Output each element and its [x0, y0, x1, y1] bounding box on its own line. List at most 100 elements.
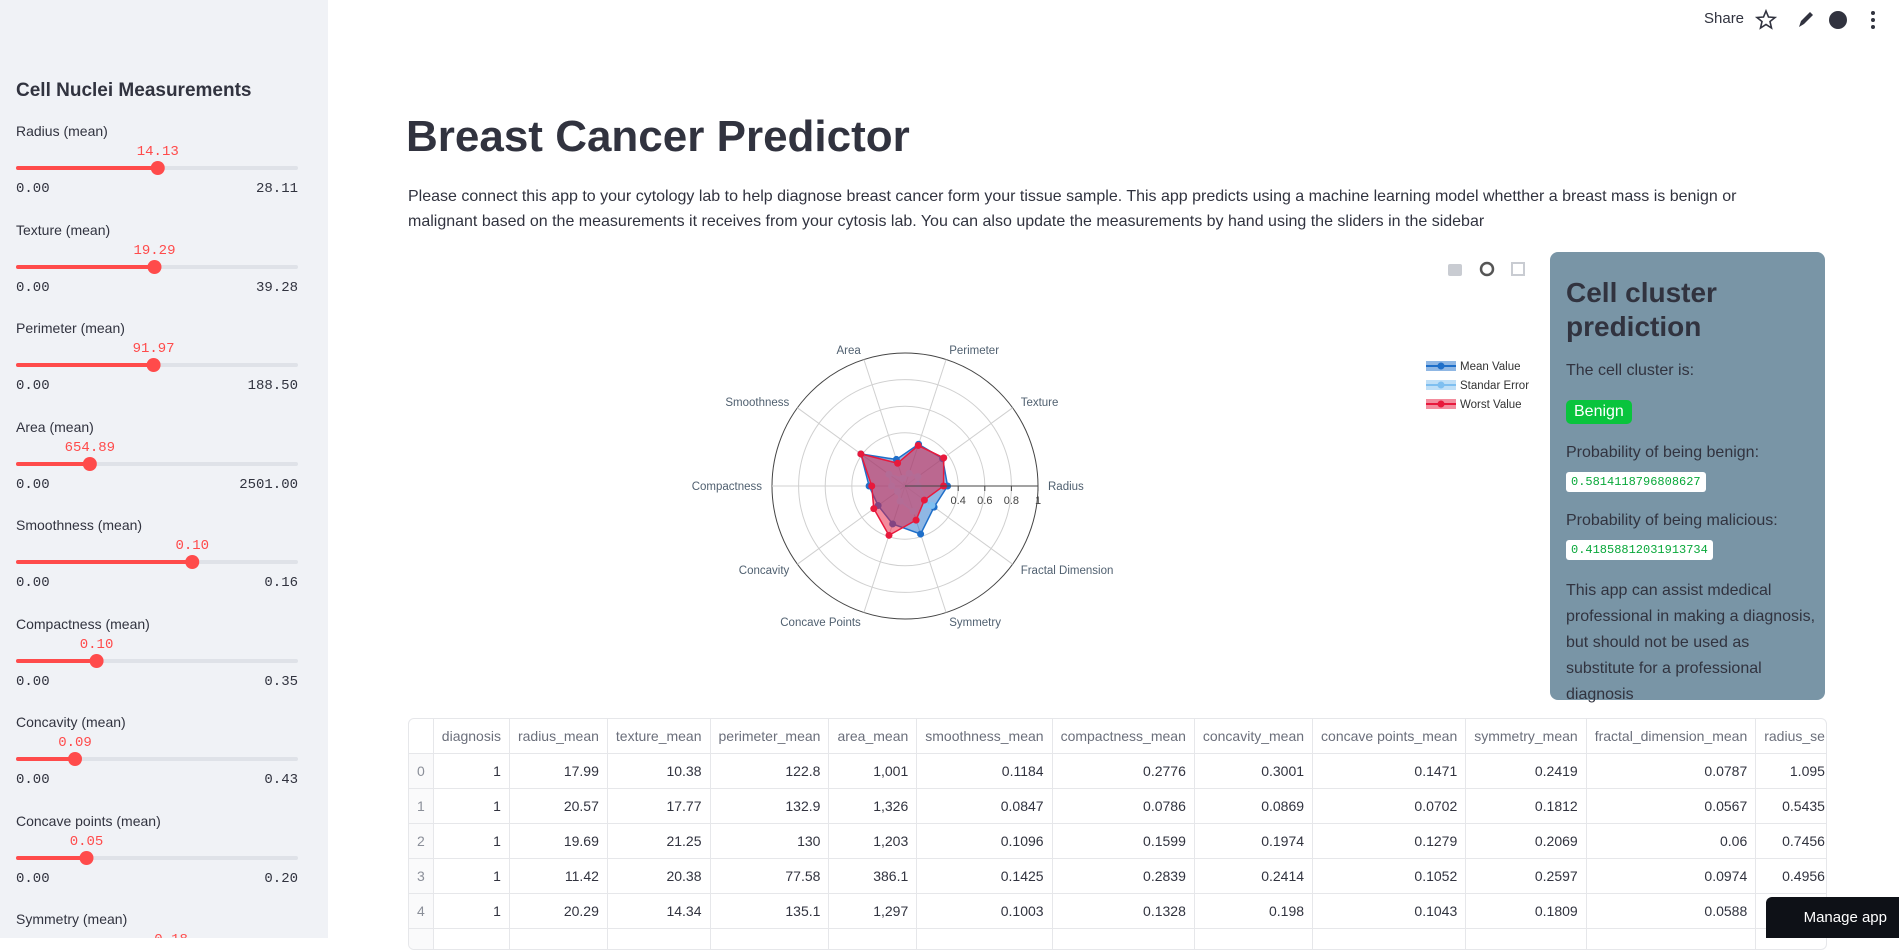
- table-row: [409, 929, 1827, 950]
- column-header: area_mean: [829, 719, 917, 754]
- sidebar-title: Cell Nuclei Measurements: [16, 80, 251, 102]
- table-cell: [409, 929, 433, 950]
- slider[interactable]: [0, 456, 328, 472]
- slider[interactable]: [0, 357, 328, 373]
- axis-label: Compactness: [692, 481, 763, 493]
- slider-thumb[interactable]: [90, 654, 104, 668]
- table-cell: 21.25: [607, 824, 710, 859]
- column-header: radius_se: [1756, 719, 1827, 754]
- slider-thumb[interactable]: [68, 752, 82, 766]
- table-cell: 0.5435: [1756, 789, 1827, 824]
- series-point: [940, 454, 947, 461]
- series-point: [894, 460, 901, 467]
- series-area: [861, 446, 944, 536]
- slider-thumb[interactable]: [83, 457, 97, 471]
- malicious-label: Probability of being malicious:: [1566, 512, 1778, 530]
- menu-icon[interactable]: [1871, 11, 1875, 15]
- fullscreen-icon[interactable]: [1512, 263, 1524, 275]
- table-cell: 0.1812: [1466, 789, 1586, 824]
- slider[interactable]: [0, 160, 328, 176]
- series-point: [928, 502, 935, 509]
- slider[interactable]: [0, 554, 328, 570]
- table-cell: 0.3001: [1194, 754, 1312, 789]
- edit-icon[interactable]: [1799, 12, 1813, 27]
- table-cell: 1: [433, 789, 509, 824]
- table-cell: [433, 929, 509, 950]
- manage-app-button[interactable]: Manage app: [1766, 897, 1899, 938]
- slider-max: 0.20: [178, 871, 298, 887]
- slider-value: 91.97: [114, 341, 194, 357]
- slider[interactable]: [0, 850, 328, 866]
- slider[interactable]: [0, 751, 328, 767]
- axis-label: Perimeter: [949, 345, 999, 357]
- legend-label: Mean Value: [1460, 361, 1521, 373]
- slider-thumb[interactable]: [80, 851, 94, 865]
- table-cell: 17.77: [607, 789, 710, 824]
- series-point: [857, 450, 864, 457]
- series-point: [915, 442, 922, 449]
- benign-label: Probability of being benign:: [1566, 444, 1759, 462]
- legend-marker: [1438, 363, 1445, 370]
- series-point: [868, 483, 875, 490]
- table-cell: 0.0869: [1194, 789, 1312, 824]
- prediction-note: This app can assist mdedical professiona…: [1566, 578, 1816, 708]
- axis-label: Symmetry: [949, 617, 1001, 629]
- row-index: 4: [409, 894, 433, 929]
- table-cell: [1586, 929, 1756, 950]
- slider-max: 0.16: [178, 575, 298, 591]
- slider-thumb[interactable]: [147, 358, 161, 372]
- table-cell: [917, 929, 1052, 950]
- camera-icon[interactable]: [1448, 264, 1462, 276]
- slider-max: 0.43: [178, 772, 298, 788]
- table-cell: 20.38: [607, 859, 710, 894]
- slider[interactable]: [0, 653, 328, 669]
- toolbar-icons: [1752, 8, 1892, 32]
- slider-thumb[interactable]: [151, 161, 165, 175]
- slider-value: 0.05: [47, 834, 127, 850]
- table-cell: 0.1184: [917, 754, 1052, 789]
- axis-label: Smoothness: [725, 397, 789, 409]
- column-header: radius_mean: [509, 719, 607, 754]
- slider-label: Smoothness (mean): [16, 517, 142, 533]
- result-badge: Benign: [1566, 400, 1632, 424]
- table-cell: 0.1425: [917, 859, 1052, 894]
- table-cell: 1,326: [829, 789, 917, 824]
- table-cell: 1: [433, 754, 509, 789]
- table-cell: 19.69: [509, 824, 607, 859]
- table-cell: 0.2839: [1052, 859, 1194, 894]
- table-cell: 14.34: [607, 894, 710, 929]
- table-cell: 0.0787: [1586, 754, 1756, 789]
- table-cell: 0.0702: [1313, 789, 1466, 824]
- github-icon[interactable]: [1829, 11, 1847, 29]
- radial-tick-label: 1: [1035, 495, 1041, 507]
- axis-label: Concave Points: [780, 617, 861, 629]
- legend-marker: [1438, 401, 1445, 408]
- slider-value: 14.13: [118, 144, 198, 160]
- table-cell: 0.0588: [1586, 894, 1756, 929]
- table-cell: 0.1279: [1313, 824, 1466, 859]
- zoom-icon[interactable]: [1481, 263, 1493, 275]
- slider-value: 0.10: [152, 538, 232, 554]
- slider[interactable]: [0, 259, 328, 275]
- slider-value: 19.29: [114, 243, 194, 259]
- table-cell: 386.1: [829, 859, 917, 894]
- column-header: fractal_dimension_mean: [1586, 719, 1756, 754]
- table-cell: [509, 929, 607, 950]
- slider-thumb[interactable]: [147, 260, 161, 274]
- table-cell: 1,297: [829, 894, 917, 929]
- share-button[interactable]: Share: [1704, 10, 1744, 27]
- star-icon[interactable]: [1757, 11, 1775, 28]
- slider-max: 0.35: [178, 674, 298, 690]
- slider-value: 654.89: [50, 440, 130, 456]
- table-cell: [1052, 929, 1194, 950]
- description: Please connect this app to your cytology…: [408, 184, 1808, 236]
- row-index: 0: [409, 754, 433, 789]
- slider-max: 188.50: [178, 378, 298, 394]
- slider-thumb[interactable]: [185, 555, 199, 569]
- slider-label: Radius (mean): [16, 123, 108, 139]
- axis-label: Area: [837, 345, 862, 357]
- slider-fill: [16, 265, 154, 269]
- column-header: symmetry_mean: [1466, 719, 1586, 754]
